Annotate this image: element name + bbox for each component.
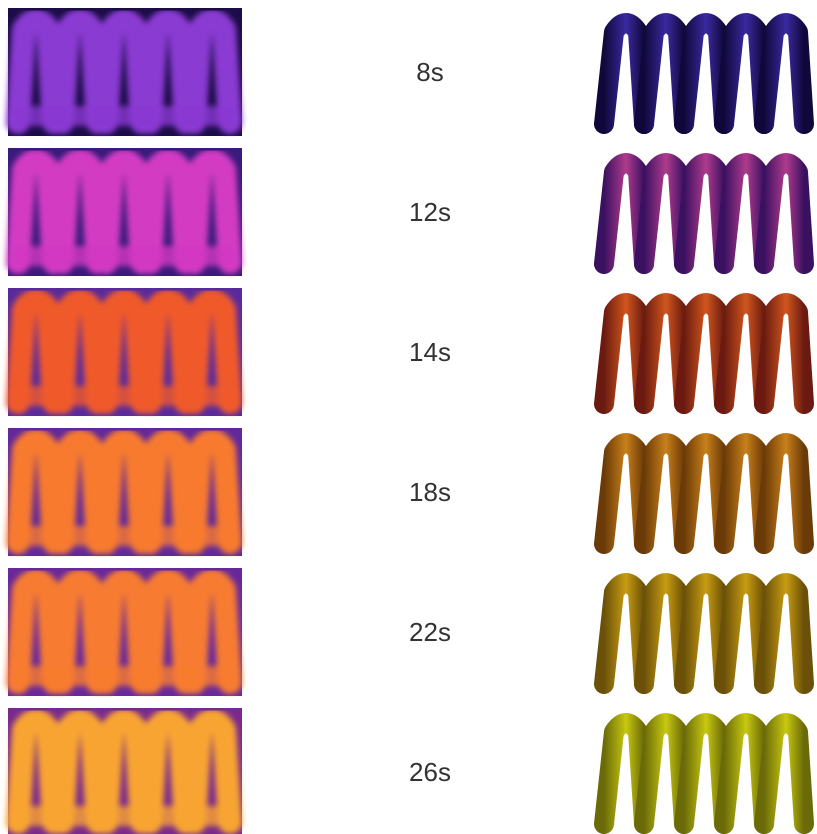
time-label: 12s — [409, 197, 451, 227]
thermal-image — [8, 568, 242, 696]
coil-turn — [764, 723, 804, 824]
time-label: 18s — [409, 477, 451, 507]
coil-base — [14, 246, 234, 266]
coil-base — [14, 806, 234, 826]
time-label: 14s — [409, 337, 451, 367]
time-label: 22s — [409, 617, 451, 647]
time-label: 26s — [409, 757, 451, 787]
thermal-image — [8, 148, 242, 276]
row: 18s — [8, 428, 804, 556]
figure: 8s 12s 14s 18s 22s 26s — [0, 0, 817, 834]
coil-base — [14, 526, 234, 546]
coil-turn — [764, 583, 804, 684]
row: 26s — [8, 708, 804, 834]
row: 22s — [8, 568, 804, 696]
coil-base — [14, 106, 234, 126]
simulation-image — [604, 303, 804, 404]
simulation-image — [604, 163, 804, 264]
simulation-image — [604, 723, 804, 824]
row: 8s — [8, 8, 804, 136]
coil-turn — [764, 163, 804, 264]
row: 14s — [8, 288, 804, 416]
coil-base — [14, 386, 234, 406]
thermal-image — [8, 428, 242, 556]
coil-turn — [764, 303, 804, 404]
coil-turn — [764, 23, 804, 124]
thermal-image — [8, 8, 242, 136]
simulation-image — [604, 23, 804, 124]
simulation-image — [604, 443, 804, 544]
thermal-image — [8, 708, 242, 834]
time-label: 8s — [416, 57, 443, 87]
coil-base — [14, 666, 234, 686]
coil-turn — [764, 443, 804, 544]
row: 12s — [8, 148, 804, 276]
simulation-image — [604, 583, 804, 684]
thermal-image — [8, 288, 242, 416]
